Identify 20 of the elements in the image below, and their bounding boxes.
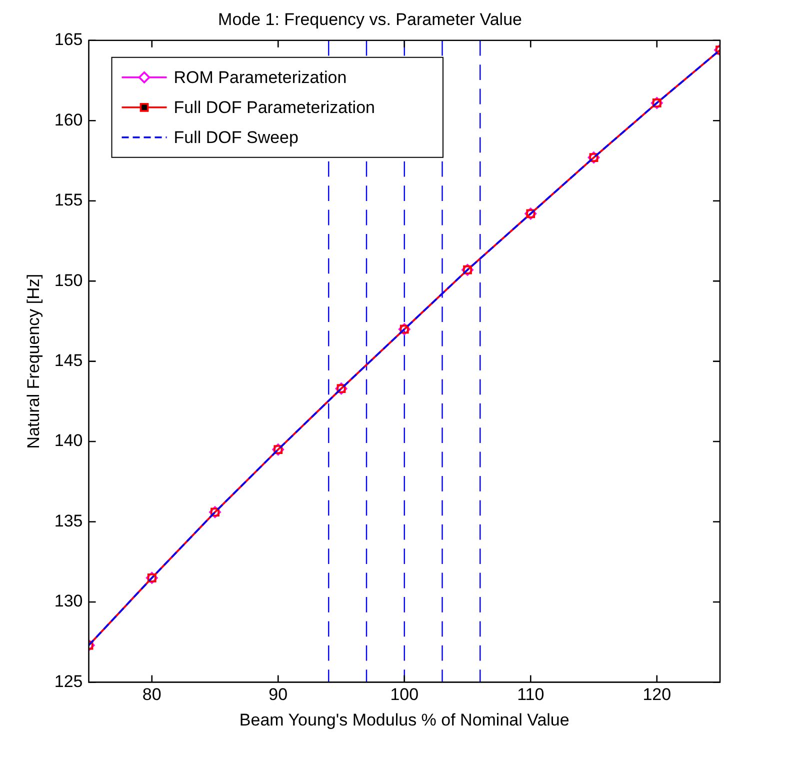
y-tick-label: 140: [54, 431, 83, 450]
legend-label: Full DOF Parameterization: [174, 98, 375, 118]
x-tick-label: 90: [268, 685, 288, 704]
y-tick-label: 160: [54, 110, 83, 130]
y-tick-label: 145: [54, 350, 83, 370]
y-tick-label: 150: [54, 270, 83, 290]
x-tick-label: 120: [642, 685, 672, 704]
y-tick-label: 130: [54, 592, 83, 611]
y-tick-label: 135: [54, 511, 83, 530]
y-tick-label: 125: [54, 672, 83, 691]
legend-label: ROM Parameterization: [174, 68, 347, 88]
x-tick-label: 110: [517, 685, 544, 704]
y-tick-label: 155: [54, 190, 83, 210]
legend-label: Full DOF Sweep: [174, 128, 298, 148]
x-tick-label: 100: [390, 685, 419, 704]
x-tick-label: 80: [142, 685, 162, 704]
y-axis-title: Natural Frequency [Hz]: [24, 274, 43, 449]
x-axis-title: Beam Young's Modulus % of Nominal Value: [239, 710, 570, 730]
y-tick-label: 165: [54, 30, 83, 50]
chart-title: Mode 1: Frequency vs. Parameter Value: [218, 10, 522, 29]
